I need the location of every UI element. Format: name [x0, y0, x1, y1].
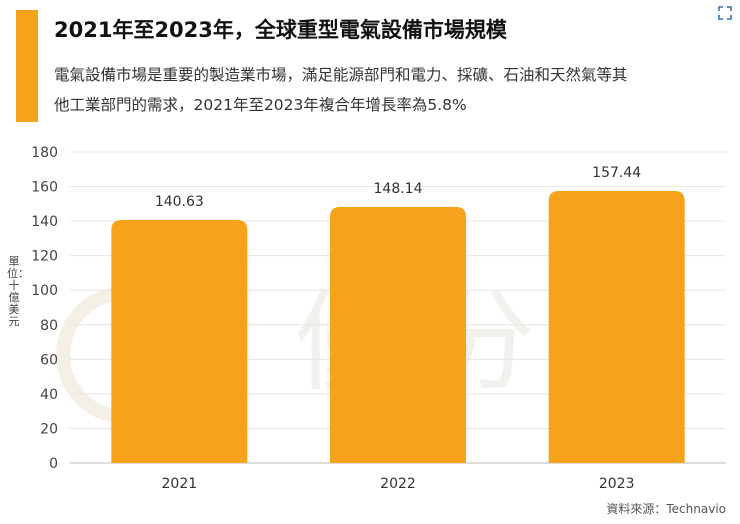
y-tick-label: 0 [49, 456, 58, 472]
page-subtitle: 電氣設備市場是重要的製造業市場，滿足能源部門和電力、採礦、石油和天然氣等其他工業… [54, 66, 628, 114]
data-label-2022: 148.14 [374, 181, 423, 197]
y-tick-label: 120 [31, 249, 58, 265]
source-note: 資料來源：Technavio [606, 502, 726, 516]
x-tick-label-2021: 2021 [162, 476, 198, 492]
y-tick-label: 160 [31, 180, 58, 196]
y-tick-label: 180 [31, 145, 58, 161]
bar-2023 [548, 190, 685, 463]
y-tick-label: 80 [40, 318, 58, 334]
x-tick-label-2023: 2023 [599, 476, 635, 492]
bar-2021 [111, 220, 248, 463]
data-label-2021: 140.63 [155, 194, 204, 210]
y-tick-label: 20 [40, 421, 58, 437]
data-label-2023: 157.44 [592, 165, 641, 181]
page-title: 2021年至2023年，全球重型電氣設備市場規模 [54, 18, 507, 42]
y-tick-label: 140 [31, 214, 58, 230]
y-tick-label: 100 [31, 283, 58, 299]
title-accent-bar [16, 10, 38, 122]
bar-2022 [330, 207, 466, 463]
y-axis-label: 單位：十億美元 [7, 255, 29, 328]
y-tick-label: 60 [40, 352, 58, 368]
x-tick-label-2022: 2022 [380, 476, 416, 492]
y-tick-label: 40 [40, 387, 58, 403]
expand-icon[interactable] [716, 4, 734, 22]
